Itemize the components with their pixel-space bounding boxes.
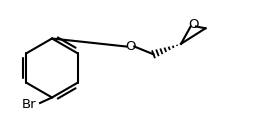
Text: Br: Br (22, 98, 36, 111)
Text: O: O (125, 40, 135, 53)
Text: O: O (188, 18, 198, 31)
